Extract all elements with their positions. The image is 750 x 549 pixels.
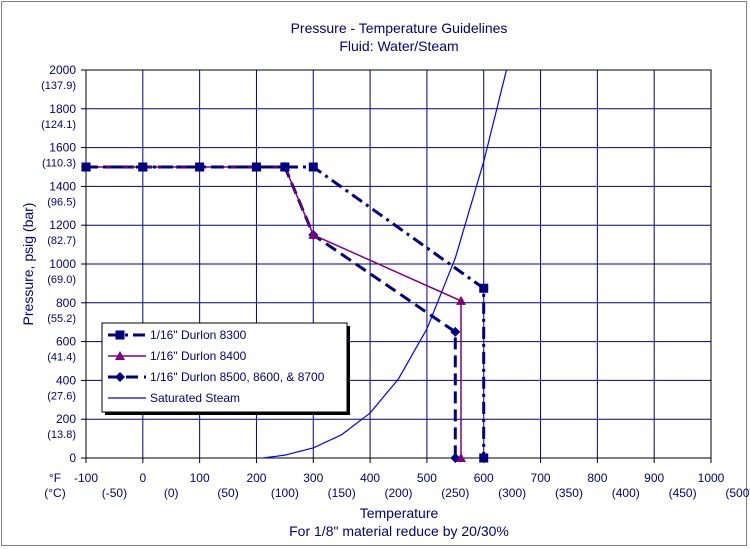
y-tick-label: 1400 [49, 179, 76, 193]
x-tick-label: 0 [139, 471, 146, 485]
legend-item: 1/16" Durlon 8500, 8600, & 8700 [108, 370, 325, 384]
data-point [456, 453, 466, 462]
data-point [138, 162, 148, 172]
series-2 [81, 162, 466, 462]
x-alt-tick-label: (350) [555, 486, 583, 500]
x-tick-label: 300 [303, 471, 323, 485]
y-alt-tick-label: (13.8) [47, 429, 76, 441]
y-tick-label: 1800 [49, 102, 76, 116]
series-1 [81, 162, 489, 463]
legend-swatch-marker [115, 330, 125, 340]
legend-label: 1/16" Durlon 8500, 8600, & 8700 [150, 370, 325, 384]
series-line [263, 69, 508, 459]
y-alt-tick-label: (55.2) [47, 313, 76, 325]
y-tick-label: 2000 [49, 63, 76, 77]
data-point [479, 453, 489, 463]
x-axis-label: Temperature [360, 505, 439, 521]
legend-label: 1/16" Durlon 8300 [150, 328, 247, 342]
x-alt-tick-label: (200) [384, 486, 412, 500]
x-tick-label: 700 [531, 471, 551, 485]
data-point [479, 283, 489, 293]
y-alt-tick-label: (137.9) [41, 80, 76, 92]
x-alt-tick-label: (450) [669, 486, 697, 500]
x-alt-tick-label: (300) [498, 486, 526, 500]
chart-title: Pressure - Temperature Guidelines [291, 20, 508, 36]
y-alt-tick-label: (96.5) [47, 196, 76, 208]
x-tick-label: 600 [474, 471, 494, 485]
legend-item: 1/16" Durlon 8400 [108, 349, 247, 363]
x-alt-tick-label: (-50) [102, 486, 127, 500]
x-alt-tick-label: (400) [612, 486, 640, 500]
chart-footnote: For 1/8" material reduce by 20/30% [289, 523, 509, 539]
legend-swatch-marker [115, 351, 125, 360]
y-tick-label: 400 [56, 373, 76, 387]
legend-swatch-marker [115, 372, 125, 382]
legend: 1/16" Durlon 8300 1/16" Durlon 8400 1/16" … [101, 322, 350, 415]
x-alt-tick-label: (0) [164, 486, 179, 500]
series-3 [81, 162, 461, 463]
x-tick-label: 400 [360, 471, 380, 485]
y-alt-tick-label: (27.6) [47, 390, 76, 402]
x-unit-label: °F [49, 471, 61, 485]
series-group [81, 69, 508, 463]
x-tick-label: 1000 [698, 471, 725, 485]
data-point [195, 162, 205, 172]
data-point [308, 229, 319, 239]
legend-label: Saturated Steam [150, 391, 240, 405]
x-tick-label: -100 [74, 471, 98, 485]
data-point [81, 162, 91, 172]
x-tick-label: 800 [587, 471, 607, 485]
data-point [308, 162, 318, 172]
data-point [456, 295, 466, 305]
x-alt-unit-label: (°C) [44, 486, 65, 500]
y-tick-label: 0 [69, 451, 76, 465]
y-alt-tick-label: (110.3) [42, 158, 76, 170]
x-alt-tick-label: (150) [328, 486, 356, 500]
y-axis-label: Pressure, psig (bar) [20, 203, 36, 326]
y-alt-tick-label: (82.7) [47, 235, 76, 247]
legend-item: Saturated Steam [108, 391, 240, 405]
y-tick-label: 600 [56, 335, 76, 349]
series-line [86, 165, 486, 458]
legend-item: 1/16" Durlon 8300 [108, 328, 247, 342]
x-alt-tick-label: (500) [725, 486, 750, 500]
x-alt-tick-label: (50) [217, 486, 238, 500]
tick-labels: -100 0 100 200 300 400 500 600 700 800 900 1000 (-50… [41, 63, 750, 500]
plot-area-border [85, 69, 712, 459]
y-tick-label: 1200 [49, 218, 76, 232]
y-tick-label: 800 [56, 296, 76, 310]
y-tick-label: 1600 [49, 141, 76, 155]
series-4 [263, 69, 508, 459]
y-alt-tick-label: (41.4) [47, 352, 76, 364]
legend-box [101, 322, 348, 413]
x-alt-tick-label: (250) [441, 486, 469, 500]
y-alt-tick-label: (69.0) [47, 274, 76, 286]
data-point [280, 162, 290, 172]
x-alt-tick-label: (100) [271, 486, 299, 500]
y-tick-label: 1000 [49, 257, 76, 271]
chart-subtitle: Fluid: Water/Steam [339, 38, 458, 54]
x-tick-label: 900 [644, 471, 664, 485]
y-alt-tick-label: (124.1) [41, 119, 76, 131]
legend-label: 1/16" Durlon 8400 [150, 349, 247, 363]
data-point [450, 326, 461, 337]
y-tick-label: 200 [56, 412, 76, 426]
x-tick-label: 100 [190, 471, 210, 485]
x-tick-label: 200 [246, 471, 266, 485]
data-point [251, 162, 261, 172]
x-tick-label: 500 [417, 471, 437, 485]
